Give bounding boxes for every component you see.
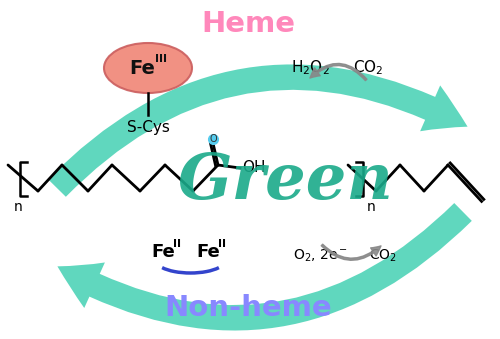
Text: n: n — [14, 200, 22, 214]
Text: O: O — [209, 134, 217, 144]
Text: Non-heme: Non-heme — [164, 294, 332, 322]
Text: Fe: Fe — [151, 243, 175, 261]
FancyArrowPatch shape — [321, 244, 381, 260]
Ellipse shape — [104, 43, 192, 93]
Text: O$_2$, 2e$^-$: O$_2$, 2e$^-$ — [292, 248, 348, 264]
Text: II: II — [218, 239, 226, 249]
Text: Green: Green — [177, 151, 393, 213]
FancyArrowPatch shape — [58, 203, 472, 331]
Text: OH: OH — [242, 160, 266, 176]
Text: III: III — [155, 54, 167, 64]
FancyArrowPatch shape — [310, 63, 367, 81]
Text: Heme: Heme — [201, 10, 295, 38]
Text: S-Cys: S-Cys — [126, 120, 170, 135]
Text: n: n — [366, 200, 376, 214]
Text: Fe: Fe — [129, 59, 155, 78]
Text: CO$_2$: CO$_2$ — [353, 59, 383, 77]
Text: Fe: Fe — [196, 243, 220, 261]
FancyArrowPatch shape — [48, 64, 468, 197]
Text: II: II — [173, 239, 181, 249]
Text: CO$_2$: CO$_2$ — [369, 248, 397, 264]
Text: H$_2$O$_2$: H$_2$O$_2$ — [290, 59, 330, 77]
